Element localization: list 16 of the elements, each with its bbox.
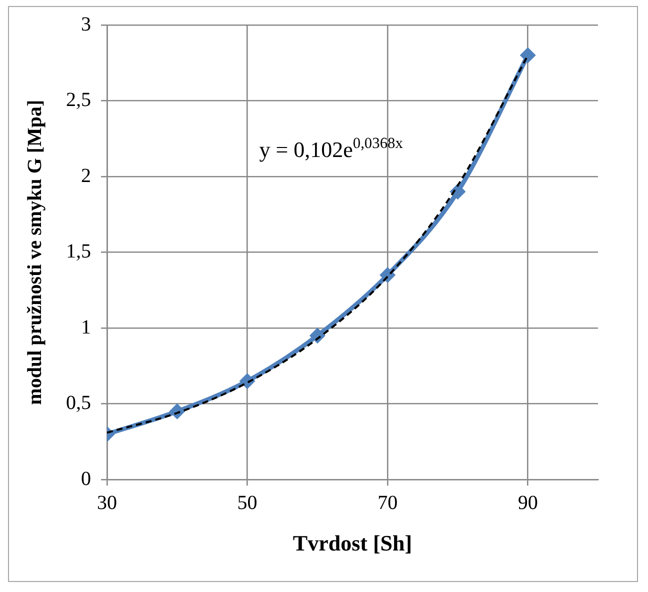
x-tick-label: 30 [97, 492, 117, 514]
x-axis-title: Tvrdost [Sh] [292, 530, 412, 556]
y-tick-label: 0 [81, 468, 91, 490]
point [309, 328, 326, 344]
x-tick-label: 70 [378, 492, 398, 514]
y-tick-label: 1,5 [66, 240, 91, 263]
y-axis-title: modul pružnosti ve smyku G [Mpa] [24, 100, 46, 405]
y-tick-label: 2 [81, 164, 91, 187]
x-tick-label: 90 [518, 492, 538, 514]
y-tick-label: 0,5 [66, 392, 91, 414]
y-tick-label: 3 [81, 13, 91, 36]
y-tick-label: 2,5 [66, 89, 91, 112]
x-tick-label: 50 [237, 492, 258, 514]
y-tick-label: 1 [81, 316, 91, 338]
point [520, 47, 536, 64]
point [169, 403, 186, 420]
